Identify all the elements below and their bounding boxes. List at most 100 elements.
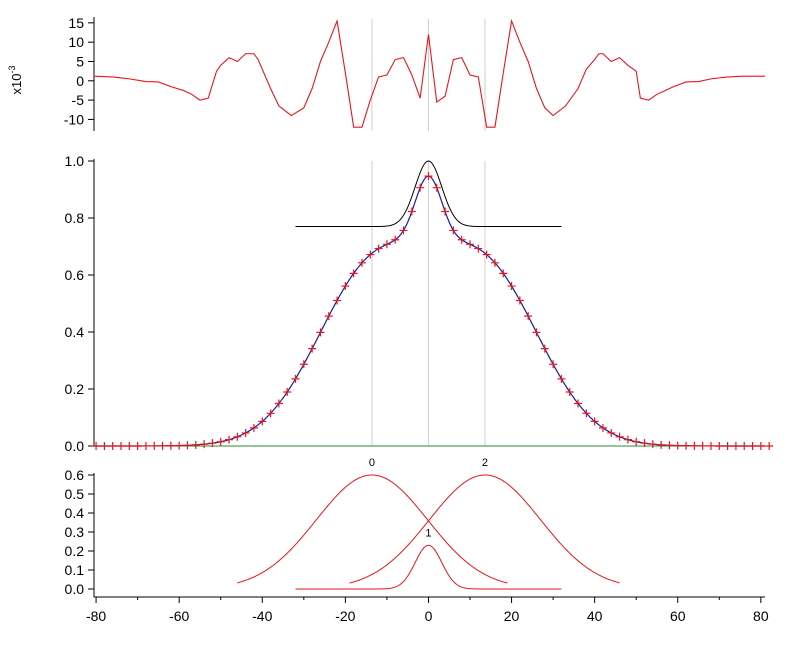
data-marker	[665, 441, 674, 450]
data-marker	[183, 441, 192, 450]
residual-y-tick-label: 0	[76, 73, 84, 89]
component-label-1: 1	[425, 527, 431, 539]
data-marker	[141, 441, 150, 450]
data-marker	[308, 344, 317, 353]
data-marker	[216, 437, 225, 446]
components-y-tick-label: 0.4	[65, 505, 85, 521]
data-marker	[333, 296, 342, 305]
data-marker	[117, 441, 126, 450]
component-curve-1	[295, 544, 562, 590]
residual-panel: 15 10 5 0 -5 -10 x10-3	[7, 15, 765, 131]
main-panel: 0.0 0.2 0.4 0.6 0.8 1.0	[65, 153, 774, 454]
x-tick-label: -40	[252, 608, 272, 624]
data-marker	[706, 441, 715, 450]
data-marker	[565, 388, 574, 397]
data-marker	[366, 250, 375, 259]
data-marker	[482, 250, 491, 259]
data-marker	[166, 441, 175, 450]
data-marker	[532, 328, 541, 337]
components-y-tick-label: 0.2	[65, 543, 85, 559]
data-marker	[557, 374, 566, 383]
x-tick-label: -60	[169, 608, 189, 624]
data-marker	[690, 441, 699, 450]
data-marker	[524, 312, 533, 321]
main-y-tick-label: 0.2	[65, 381, 85, 397]
data-marker	[299, 360, 308, 369]
data-marker	[92, 441, 101, 450]
fit-curve	[94, 175, 765, 447]
data-marker	[466, 240, 475, 249]
x-tick-label: 0	[425, 608, 433, 624]
data-marker	[540, 344, 549, 353]
x-ticks: -80 -60 -40 -20 0 20 40 60 80	[86, 597, 769, 624]
data-marker	[740, 441, 749, 450]
residual-y-ticks: 15 10 5 0 -5 -10	[64, 15, 94, 127]
data-marker	[623, 435, 632, 444]
residual-y-tick-label: 15	[68, 15, 84, 31]
component-peak-labels: 0 1 2	[369, 457, 488, 539]
residual-y-tick-label: 10	[68, 34, 84, 50]
data-marker	[125, 441, 134, 450]
data-marker	[399, 226, 408, 235]
data-marker	[424, 172, 433, 181]
data-marker	[765, 442, 774, 450]
data-marker	[200, 440, 209, 449]
data-marker	[266, 409, 275, 418]
main-y-tick-label: 0.6	[65, 267, 85, 283]
x-tick-label: 20	[504, 608, 520, 624]
data-marker	[715, 441, 724, 450]
data-marker	[407, 207, 416, 216]
data-marker	[108, 441, 117, 450]
data-marker	[632, 437, 641, 446]
data-marker	[191, 440, 200, 449]
main-y-tick-label: 0.4	[65, 324, 85, 340]
x-tick-label: 40	[587, 608, 603, 624]
components-y-tick-label: 0.0	[65, 581, 85, 597]
residual-series	[93, 18, 765, 128]
data-marker	[324, 312, 333, 321]
data-marker	[723, 441, 732, 450]
data-marker	[158, 441, 167, 450]
main-guides	[371, 161, 486, 446]
data-marker	[449, 226, 458, 235]
data-marker	[698, 441, 707, 450]
data-marker	[374, 244, 383, 253]
data-marker	[490, 258, 499, 267]
data-markers	[92, 172, 774, 450]
x-tick-label: 80	[753, 608, 769, 624]
data-marker	[291, 374, 300, 383]
data-marker	[241, 428, 250, 437]
data-marker	[249, 423, 258, 432]
main-y-tick-label: 0.0	[65, 438, 85, 454]
data-marker	[175, 441, 184, 450]
data-marker	[507, 282, 516, 291]
residual-y-tick-label: -10	[64, 111, 84, 127]
data-marker	[682, 441, 691, 450]
data-marker	[416, 183, 425, 192]
data-marker	[133, 441, 142, 450]
components-y-tick-label: 0.1	[65, 562, 85, 578]
components-y-ticks: 0.6 0.5 0.4 0.3 0.2 0.1 0.0	[65, 467, 94, 597]
data-marker	[499, 269, 508, 278]
component-label-0: 0	[369, 457, 375, 469]
data-marker	[357, 258, 366, 267]
residual-y-tick-label: -5	[72, 92, 85, 108]
data-marker	[274, 399, 283, 408]
data-marker	[549, 360, 558, 369]
components-y-tick-label: 0.6	[65, 467, 85, 483]
main-y-ticks: 0.0 0.2 0.4 0.6 0.8 1.0	[65, 153, 94, 454]
data-marker	[441, 207, 450, 216]
data-marker	[100, 441, 109, 450]
data-marker	[615, 432, 624, 441]
data-marker	[233, 432, 242, 441]
data-marker	[391, 235, 400, 244]
main-y-tick-label: 1.0	[65, 153, 85, 169]
data-marker	[756, 441, 765, 450]
components-y-tick-label: 0.5	[65, 486, 85, 502]
data-marker	[590, 417, 599, 426]
residual-line	[93, 18, 765, 128]
component-curve-0	[237, 474, 508, 584]
data-marker	[349, 269, 358, 278]
data-marker	[225, 435, 234, 444]
x-tick-label: 60	[670, 608, 686, 624]
